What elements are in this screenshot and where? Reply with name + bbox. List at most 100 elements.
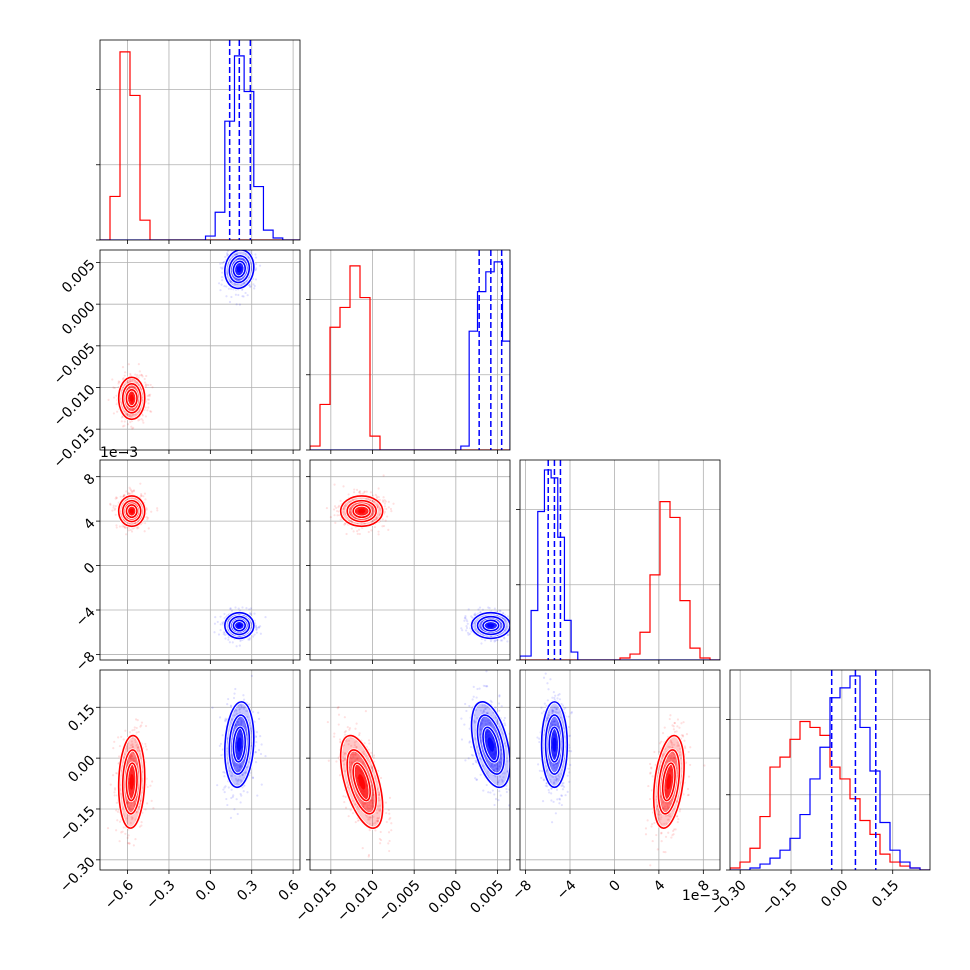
scatter-point <box>109 783 112 786</box>
scatter-point <box>121 366 125 369</box>
scatter-point <box>133 800 136 803</box>
scatter-point <box>142 495 145 498</box>
scatter-point <box>125 817 128 820</box>
scatter-point <box>371 822 375 825</box>
scatter-point <box>228 641 231 644</box>
scatter-point <box>230 788 233 791</box>
scatter-point <box>226 703 229 706</box>
scatter-point <box>353 744 356 747</box>
scatter-point <box>129 372 132 376</box>
scatter-point <box>117 382 120 385</box>
contour-level-1 <box>228 255 251 284</box>
scatter-point <box>389 816 392 820</box>
scatter-point <box>127 363 130 366</box>
scatter-point <box>358 733 361 737</box>
scatter-point <box>371 494 375 497</box>
scatter-point <box>238 707 242 710</box>
scatter-point <box>128 747 131 750</box>
contour-level-1 <box>228 615 251 636</box>
scatter-point <box>132 758 135 761</box>
scatter-point <box>361 801 364 804</box>
scatter-point <box>371 806 374 809</box>
scatter-point <box>479 709 482 712</box>
scatter-point <box>149 393 152 396</box>
scatter-point <box>224 717 227 720</box>
scatter-point <box>470 615 473 618</box>
scatter-point <box>219 742 223 745</box>
scatter-point <box>479 757 482 760</box>
scatter-point <box>240 721 243 725</box>
scatter-point <box>221 279 224 282</box>
scatter-point <box>116 410 119 413</box>
contour-level-2 <box>232 260 246 278</box>
panel-frame <box>309 249 511 451</box>
scatter-point <box>472 762 475 766</box>
scatter-point <box>143 492 147 495</box>
scatter-point <box>469 745 473 749</box>
scatter-point <box>134 381 137 384</box>
histogram-series-0 <box>310 265 510 450</box>
scatter-point <box>343 731 346 734</box>
scatter-point <box>379 838 383 842</box>
scatter-point <box>378 793 381 796</box>
scatter-point <box>219 615 222 618</box>
scatter-point <box>353 741 356 744</box>
scatter-point <box>237 717 240 720</box>
scatter-point <box>134 759 137 762</box>
scatter-point <box>119 495 122 498</box>
panel-content <box>106 670 267 847</box>
scatter-point <box>466 631 470 634</box>
scatter-point <box>485 670 488 673</box>
scatter-point <box>236 720 239 724</box>
scatter-point <box>237 293 240 297</box>
scatter-point <box>237 723 240 727</box>
scatter-point <box>128 756 132 759</box>
scatter-point <box>146 398 149 401</box>
scatter-point <box>231 795 234 798</box>
scatter-point <box>144 498 147 501</box>
scatter-point <box>136 746 140 749</box>
histogram-series-1 <box>520 469 720 660</box>
scatter-point <box>364 801 367 805</box>
scatter-point <box>133 728 136 731</box>
scatter-point <box>239 764 243 767</box>
scatter-point <box>502 776 505 779</box>
histogram-series-1 <box>310 261 510 450</box>
scatter-point <box>113 791 116 794</box>
scatter-point <box>336 707 339 710</box>
scatter-point <box>132 426 135 430</box>
scatter-point <box>128 806 131 809</box>
scatter-point <box>211 706 214 709</box>
scatter-point <box>238 278 241 281</box>
scatter-point <box>362 804 365 807</box>
scatter-point <box>505 787 508 791</box>
panel-content <box>109 482 267 648</box>
scatter-point <box>128 731 132 734</box>
scatter-point <box>139 725 142 728</box>
scatter-point <box>149 784 152 787</box>
scatter-point <box>127 806 130 809</box>
scatter-point <box>109 503 112 506</box>
scatter-point <box>332 735 336 738</box>
scatter-point <box>351 812 355 815</box>
scatter-point <box>142 421 145 424</box>
scatter-point <box>120 735 123 738</box>
scatter-point <box>376 817 380 820</box>
scatter-point <box>117 380 120 383</box>
scatter-point <box>137 363 140 366</box>
scatter-point <box>230 796 233 800</box>
scatter-point <box>138 374 141 377</box>
scatter-point <box>482 789 485 792</box>
scatter-point <box>130 816 133 819</box>
scatter-point <box>136 746 139 749</box>
scatter-point <box>354 759 357 762</box>
scatter-point <box>494 729 497 732</box>
scatter-point <box>232 794 235 797</box>
scatter-point <box>235 798 238 801</box>
scatter-point <box>233 692 236 695</box>
scatter-point <box>379 830 382 834</box>
scatter-point <box>349 769 352 772</box>
scatter-point <box>124 832 127 835</box>
scatter-point <box>128 414 131 417</box>
scatter-point <box>499 757 503 761</box>
